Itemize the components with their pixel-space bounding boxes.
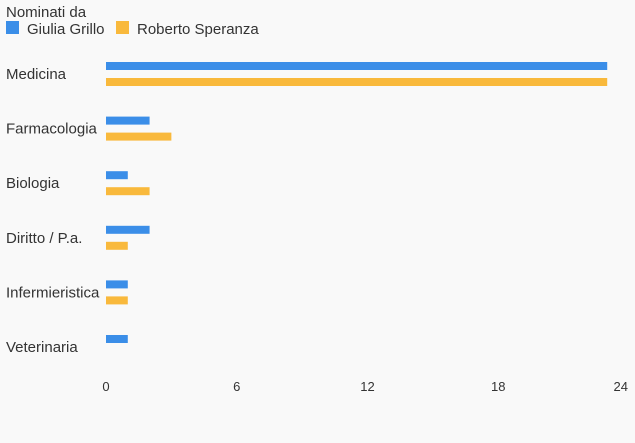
x-tick-label: 18 xyxy=(491,379,505,394)
x-tick-label: 24 xyxy=(614,379,628,394)
x-tick-label: 6 xyxy=(233,379,240,394)
category-label-veterinaria: Veterinaria xyxy=(6,339,78,356)
bar-infermieristica-roberto-speranza xyxy=(106,296,128,305)
category-axis: Medicina Farmacologia Biologia Diritto / P.… xyxy=(6,66,100,356)
bar-infermieristica-giulia-grillo xyxy=(106,280,128,289)
legend-swatch-roberto-speranza xyxy=(116,21,129,34)
x-tick-label: 12 xyxy=(360,379,374,394)
bars xyxy=(106,62,608,343)
category-label-medicina: Medicina xyxy=(6,66,67,83)
legend: Nominati da Giulia Grillo Roberto Speranz… xyxy=(6,4,259,38)
value-axis: 0 6 12 18 24 xyxy=(102,379,628,394)
legend-title: Nominati da xyxy=(6,4,87,21)
category-label-biologia: Biologia xyxy=(6,175,60,192)
bar-veterinaria-giulia-grillo xyxy=(106,335,128,343)
category-label-farmacologia: Farmacologia xyxy=(6,121,98,138)
legend-label-roberto-speranza: Roberto Speranza xyxy=(137,21,259,38)
bar-diritto-p-a-giulia-grillo xyxy=(106,225,150,234)
bar-medicina-roberto-speranza xyxy=(106,78,608,86)
bar-medicina-giulia-grillo xyxy=(106,62,608,70)
category-label-diritto-p-a: Diritto / P.a. xyxy=(6,230,82,247)
bar-diritto-p-a-roberto-speranza xyxy=(106,241,128,250)
bar-farmacologia-roberto-speranza xyxy=(106,132,172,141)
bar-farmacologia-giulia-grillo xyxy=(106,116,150,125)
legend-label-giulia-grillo: Giulia Grillo xyxy=(27,21,105,38)
category-label-infermieristica: Infermieristica xyxy=(6,284,100,301)
bar-biologia-roberto-speranza xyxy=(106,187,150,196)
legend-swatch-giulia-grillo xyxy=(6,21,19,34)
x-tick-label: 0 xyxy=(102,379,109,394)
bar-biologia-giulia-grillo xyxy=(106,171,128,180)
